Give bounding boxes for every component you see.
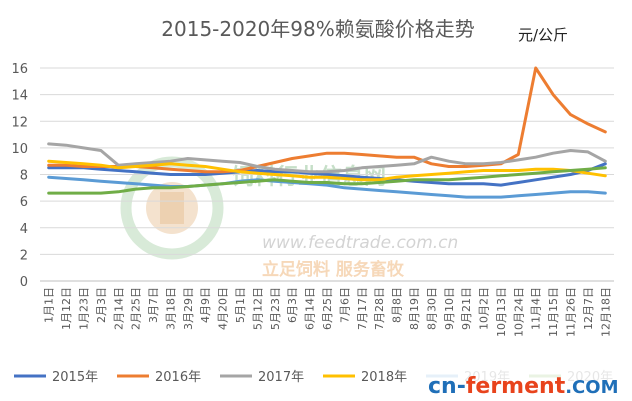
x-tick-label: 11月26日: [565, 287, 578, 337]
y-tick-label: 16: [11, 62, 28, 77]
x-tick-label: 6月3日: [286, 287, 299, 323]
chart-title: 2015-2020年98%赖氨酸价格走势: [161, 17, 474, 41]
x-tick-label: 8月30日: [425, 287, 438, 330]
x-tick-label: 4月20日: [217, 287, 230, 330]
legend-label-2017-: 2017年: [258, 370, 304, 385]
brand-part-1: cn-: [428, 374, 466, 399]
y-tick-label: 12: [11, 115, 28, 130]
x-tick-label: 1月12日: [60, 287, 73, 330]
watermark-slogan-text: 立足饲料 服务畜牧: [262, 259, 405, 280]
y-axis-unit-label: 元/公斤: [518, 26, 568, 44]
series-line-2017-: [47, 142, 607, 174]
y-tick-label: 8: [20, 169, 28, 184]
y-tick-label: 10: [11, 142, 28, 157]
x-tick-label: 7月6日: [338, 287, 351, 323]
y-axis-ticks: 0 2 4 6 8 10 12 14 16: [11, 62, 28, 290]
x-tick-label: 9月10日: [443, 287, 456, 330]
series-line-2019-: [47, 175, 607, 199]
x-axis-ticks: 1月1日 1月12日 1月23日 2月3日 2月14日 2月25日 3月7日 3月18日 3月2…: [43, 287, 613, 337]
x-tick-label: 10月13日: [495, 287, 508, 337]
legend-label-2016-: 2016年: [155, 370, 201, 385]
series-line-2018-: [47, 159, 607, 182]
x-tick-label: 3月7日: [147, 287, 160, 323]
x-tick-label: 6月14日: [304, 287, 317, 330]
y-tick-label: 6: [20, 195, 28, 210]
x-tick-label: 8月19日: [408, 287, 421, 330]
x-tick-label: 10月2日: [478, 287, 491, 330]
series-lines: [47, 66, 607, 199]
x-tick-label: 4月9日: [199, 287, 212, 323]
brand-part-2: ferment: [466, 374, 566, 399]
x-tick-label: 12月7日: [582, 287, 595, 330]
brand-part-3: .COM: [565, 377, 618, 398]
legend-label-2015-: 2015年: [52, 370, 98, 385]
x-tick-label: 11月15日: [547, 287, 560, 337]
x-tick-label: 5月1日: [234, 287, 247, 323]
watermark-url-text: www.feedtrade.com.cn: [262, 233, 458, 253]
x-tick-label: 3月18日: [164, 287, 177, 330]
x-tick-label: 1月1日: [43, 287, 56, 323]
x-tick-label: 7月28日: [373, 287, 386, 330]
x-tick-label: 5月12日: [251, 287, 264, 330]
x-tick-label: 6月25日: [321, 287, 334, 330]
x-tick-label: 2月14日: [112, 287, 125, 330]
svg-text:cn-ferment.COM: cn-ferment.COM: [428, 374, 618, 399]
x-tick-label: 12月18日: [599, 287, 612, 337]
x-tick-label: 11月4日: [530, 287, 543, 330]
y-tick-label: 2: [20, 248, 28, 263]
y-tick-label: 4: [20, 222, 28, 237]
x-tick-label: 9月21日: [460, 287, 473, 330]
x-tick-label: 10月24日: [512, 287, 525, 337]
series-line-2020-: [47, 166, 607, 195]
y-tick-label: 0: [20, 275, 28, 290]
x-tick-label: 2月3日: [95, 287, 108, 323]
x-tick-label: 2月25日: [130, 287, 143, 330]
x-tick-label: 1月23日: [77, 287, 90, 330]
series-line-2016-: [47, 66, 607, 174]
y-tick-label: 14: [11, 89, 28, 104]
legend-label-2018-: 2018年: [361, 370, 407, 385]
series-line-2015-: [47, 162, 607, 187]
brand-overlay: cn-ferment.COM: [418, 362, 632, 401]
x-tick-label: 7月17日: [356, 287, 369, 330]
x-tick-label: 5月23日: [269, 287, 282, 330]
x-tick-label: 3月29日: [182, 287, 195, 330]
x-tick-label: 8月8日: [391, 287, 404, 323]
